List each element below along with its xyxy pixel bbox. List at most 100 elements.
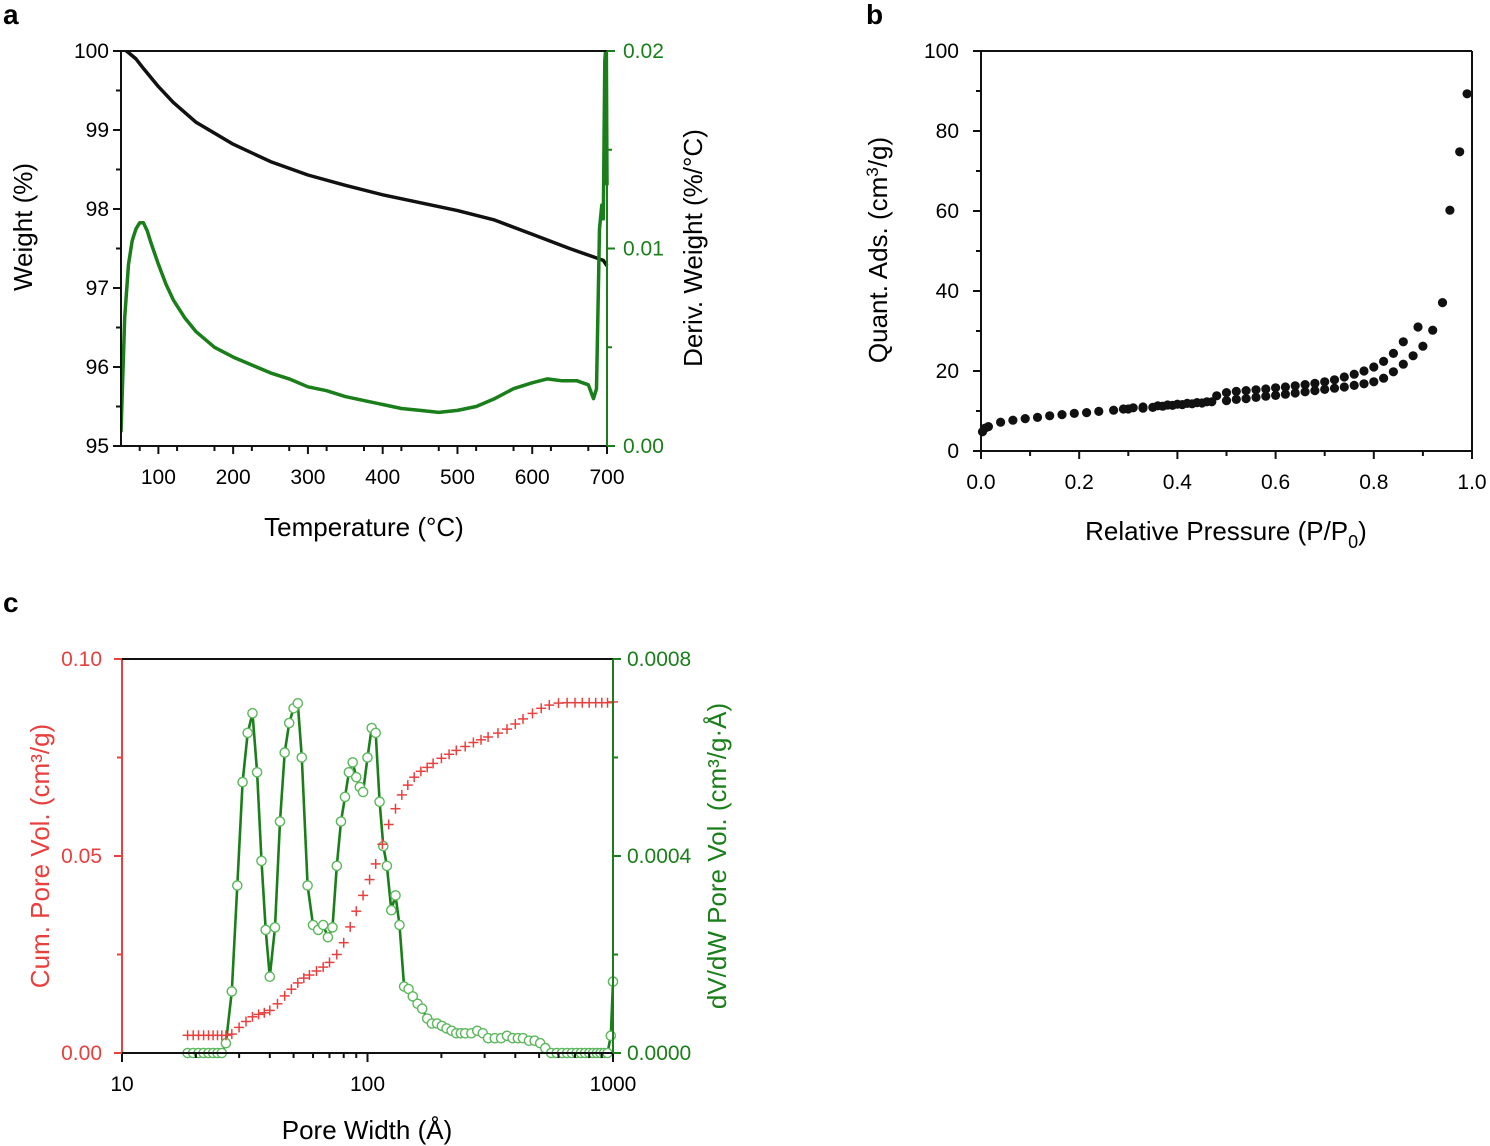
desorption-point xyxy=(1251,385,1261,395)
dvdw-point xyxy=(339,791,351,803)
y-tick-label: 95 xyxy=(86,435,109,458)
y-tick-label: 80 xyxy=(936,120,959,143)
desorption-point xyxy=(1290,381,1300,391)
adsorption-point xyxy=(1329,383,1340,393)
cum-pore-vol-point xyxy=(338,937,349,948)
y-tick-label: 96 xyxy=(86,356,109,379)
cum-pore-vol-point xyxy=(451,745,462,756)
adsorption-point xyxy=(1057,410,1067,420)
desorption-point xyxy=(1379,356,1389,366)
cum-pore-vol-point xyxy=(318,962,329,973)
x-axis-label: Pore Width (Å) xyxy=(282,1115,453,1145)
cum-pore-vol-point xyxy=(324,957,335,968)
chart-panel-b: 0.0 0.2 0.4 0.6 0.8 1.0 0 20 40 60 80 100 Relative … xyxy=(863,40,1487,552)
desorption-point xyxy=(1192,398,1202,408)
x-tick-label: 100 xyxy=(350,1073,385,1096)
dvdw-point xyxy=(385,904,397,916)
dvdw-point xyxy=(226,986,238,997)
x-axis-label-sub: 0 xyxy=(1348,532,1358,552)
cum-pore-vol-point xyxy=(444,749,455,760)
desorption-point xyxy=(1261,384,1271,394)
adsorption-point xyxy=(1045,411,1055,421)
adsorption-point xyxy=(1320,384,1330,394)
y2-tick-label: 0.0004 xyxy=(627,845,692,868)
desorption-point xyxy=(1359,366,1369,376)
adsorption-point xyxy=(1094,406,1104,416)
panel-letter-b: b xyxy=(866,0,883,30)
adsorption-point xyxy=(1300,387,1310,397)
cum-pore-vol-point xyxy=(253,1009,264,1020)
desorption-point xyxy=(1369,362,1379,372)
dvdw-point xyxy=(269,922,281,933)
cum-pore-vol-point xyxy=(428,758,439,769)
x-axis-label-main: Relative Pressure (P/P xyxy=(1085,516,1348,546)
cum-pore-vol-point xyxy=(234,1022,245,1033)
desorption-point xyxy=(1212,391,1222,401)
dvdw-point xyxy=(260,924,272,936)
desorption-point xyxy=(1398,337,1408,347)
cum-pore-vol-point xyxy=(370,858,381,869)
x-tick-label: 10 xyxy=(110,1073,133,1096)
desorption-point xyxy=(1329,375,1340,385)
dvdw-point xyxy=(394,919,405,931)
y2-tick-label: 0.0000 xyxy=(627,1042,691,1065)
x-tick-label: 600 xyxy=(515,466,550,489)
adsorption-point xyxy=(1418,341,1428,351)
cum-pore-vol-point xyxy=(259,1007,270,1018)
adsorption-point xyxy=(1221,396,1232,406)
dvdw-point xyxy=(362,752,373,763)
cum-pore-vol-point xyxy=(220,1030,231,1041)
x-tick-label: 0.0 xyxy=(966,471,995,494)
adsorption-point xyxy=(1069,408,1079,418)
desorption-point xyxy=(1413,322,1423,332)
x-tick-label: 0.2 xyxy=(1065,471,1094,494)
cum-pore-vol-point xyxy=(286,984,297,995)
y-axis-label-main: Quant. Ads. (cm xyxy=(863,177,893,363)
dvdw-point xyxy=(374,796,385,808)
adsorption-point xyxy=(1082,408,1092,418)
cum-pore-vol-point xyxy=(493,728,503,739)
desorption-point xyxy=(1118,404,1128,414)
dvdw-point xyxy=(377,840,389,852)
adsorption-point xyxy=(1280,389,1290,399)
cum-pore-vol-point xyxy=(331,949,342,960)
y-tick-label: 60 xyxy=(936,200,959,223)
x-tick-label: 700 xyxy=(589,466,624,489)
panel-letter-c: c xyxy=(3,587,19,618)
x-tick-label: 1000 xyxy=(590,1073,637,1096)
cum-pore-vol-point xyxy=(536,703,547,714)
desorption-point xyxy=(1221,388,1232,398)
cum-pore-vol-point xyxy=(553,698,564,709)
cum-pore-vol-point xyxy=(409,772,420,783)
cum-pore-vol-point xyxy=(292,977,303,988)
cum-pore-vol-point xyxy=(468,737,479,748)
dvdw-point xyxy=(302,880,313,891)
cum-pore-vol-point xyxy=(311,966,322,976)
dvdw-point xyxy=(343,767,355,778)
x-axis-label: Relative Pressure (P/P0) xyxy=(1085,516,1367,552)
cum-pore-vol-point xyxy=(377,839,388,850)
x-axis-label-end: ) xyxy=(1358,516,1367,546)
dvdw-point xyxy=(274,816,286,827)
desorption-point xyxy=(1388,348,1398,358)
adsorption-point xyxy=(1251,392,1261,402)
dvdw-point xyxy=(335,816,347,827)
adsorption-point xyxy=(983,422,994,432)
desorption-point xyxy=(1163,400,1173,410)
adsorption-point xyxy=(1408,351,1418,361)
dvdw-point xyxy=(347,757,359,768)
desorption-point xyxy=(1241,386,1251,396)
desorption-point xyxy=(1320,377,1330,387)
cum-pore-vol-point xyxy=(476,734,486,745)
desorption-point xyxy=(1128,403,1138,413)
cum-pore-vol-point xyxy=(247,1011,258,1022)
y-tick-label: 0.05 xyxy=(61,845,102,868)
x-tick-label: 500 xyxy=(440,466,475,489)
cum-pore-vol-point xyxy=(298,973,309,984)
desorption-point xyxy=(1339,372,1349,382)
y-tick-label: 100 xyxy=(924,40,959,63)
deriv-weight-line xyxy=(121,50,609,433)
x-tick-label: 200 xyxy=(216,466,251,489)
cum-pore-vol-point xyxy=(272,998,283,1009)
dvdw-point xyxy=(390,890,401,901)
